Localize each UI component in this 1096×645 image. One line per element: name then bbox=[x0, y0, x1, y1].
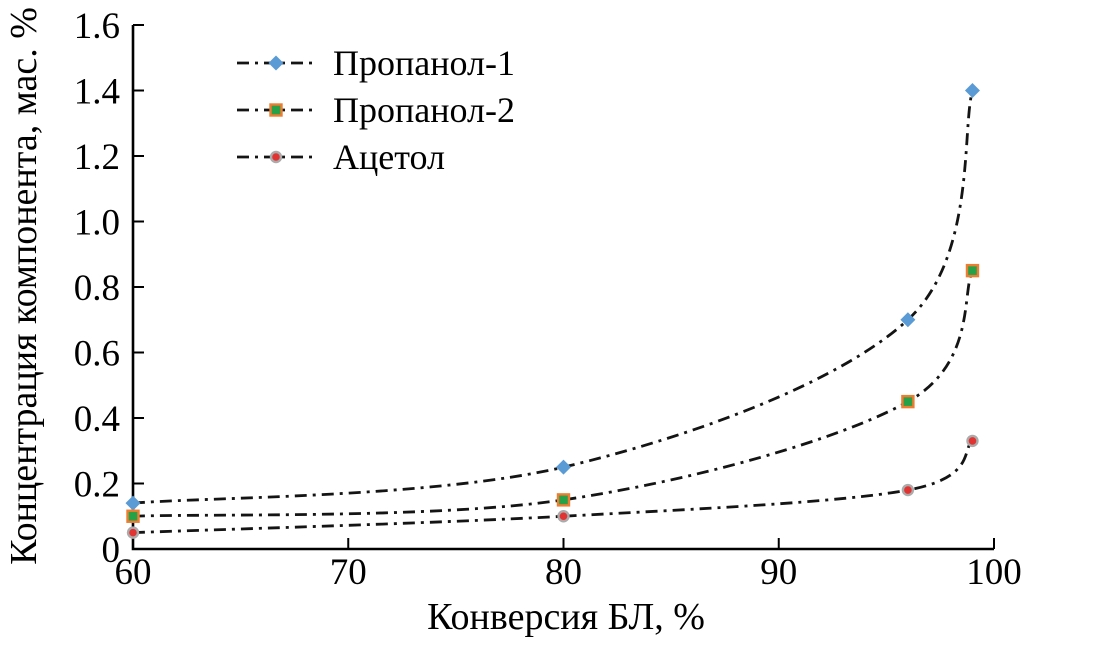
legend-label: Пропанол-1 bbox=[333, 42, 515, 83]
y-tick-label: 1.4 bbox=[74, 72, 120, 113]
y-tick-label: 1.6 bbox=[74, 6, 120, 47]
x-tick-label: 80 bbox=[545, 552, 582, 593]
x-axis-title: Конверсия БЛ, % bbox=[427, 596, 705, 638]
data-point-marker-circle bbox=[557, 510, 570, 523]
data-point-marker-diamond bbox=[964, 82, 980, 99]
data-point-marker-diamond bbox=[268, 54, 284, 71]
data-point-marker-circle bbox=[126, 526, 140, 539]
data-point-marker-diamond bbox=[555, 459, 572, 475]
y-tick-label: 0.8 bbox=[74, 268, 120, 309]
legend-label: Пропанол-2 bbox=[333, 89, 515, 130]
legend-item: Пропанол-2 bbox=[237, 86, 515, 133]
series-line bbox=[132, 439, 974, 535]
legend-key bbox=[237, 150, 315, 163]
data-point-marker-diamond bbox=[900, 312, 916, 328]
legend-key bbox=[237, 102, 315, 117]
x-tick-label: 70 bbox=[330, 552, 367, 593]
y-tick-label: 0.6 bbox=[74, 334, 120, 375]
data-point-marker-circle bbox=[966, 434, 979, 448]
y-tick-label: 0.4 bbox=[74, 399, 120, 440]
y-axis-title: Концентрация компонента, мас. % bbox=[3, 7, 45, 565]
data-point-marker-diamond bbox=[125, 495, 141, 511]
legend-item: Пропанол-1 bbox=[237, 39, 515, 86]
series-line bbox=[132, 270, 974, 518]
y-tick-label: 0 bbox=[102, 530, 121, 571]
legend-item: Ацетол bbox=[237, 133, 515, 180]
data-point-marker-square bbox=[556, 493, 571, 507]
legend-key bbox=[237, 54, 315, 71]
series-line bbox=[132, 90, 974, 505]
y-tick-label: 1.2 bbox=[74, 137, 120, 178]
x-tick-label: 100 bbox=[966, 552, 1022, 593]
data-point-marker-square bbox=[126, 509, 140, 523]
x-tick-label: 90 bbox=[760, 552, 797, 593]
data-point-marker-square bbox=[965, 263, 980, 278]
y-tick-label: 0.2 bbox=[74, 465, 120, 506]
data-point-marker-circle bbox=[269, 150, 283, 163]
x-tick-label: 60 bbox=[115, 552, 152, 593]
data-point-marker-square bbox=[901, 394, 915, 409]
data-point-marker-square bbox=[269, 102, 283, 117]
legend-label: Ацетол bbox=[333, 136, 445, 177]
data-point-marker-circle bbox=[901, 483, 915, 497]
legend: Пропанол-1 Пропанол-2 Ацетол bbox=[237, 39, 515, 180]
y-tick-label: 1.0 bbox=[74, 203, 120, 244]
